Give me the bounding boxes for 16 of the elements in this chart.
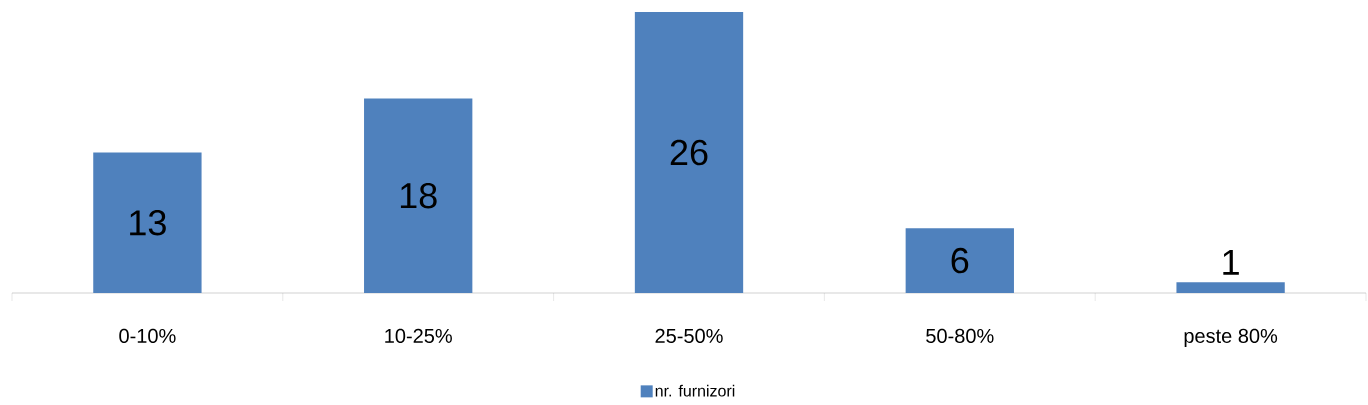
data-label: 1 xyxy=(1223,249,1239,275)
x-tick-label: 25-50% xyxy=(655,328,723,343)
x-tick-label: 10-25% xyxy=(385,328,452,343)
bar xyxy=(1176,282,1285,293)
bar xyxy=(905,228,1014,293)
bar xyxy=(634,12,744,293)
bar xyxy=(364,98,473,293)
data-label: 6 xyxy=(951,247,969,274)
data-label: 26 xyxy=(670,139,708,166)
x-tick-label: 0-10% xyxy=(119,328,176,343)
x-tick-label: 50-80% xyxy=(926,328,994,343)
data-label: 13 xyxy=(130,210,166,236)
bar xyxy=(93,152,202,293)
data-label: 18 xyxy=(400,183,437,209)
legend-label: nr. furnizori xyxy=(655,384,735,397)
x-tick-label: peste 80% xyxy=(1184,328,1278,347)
